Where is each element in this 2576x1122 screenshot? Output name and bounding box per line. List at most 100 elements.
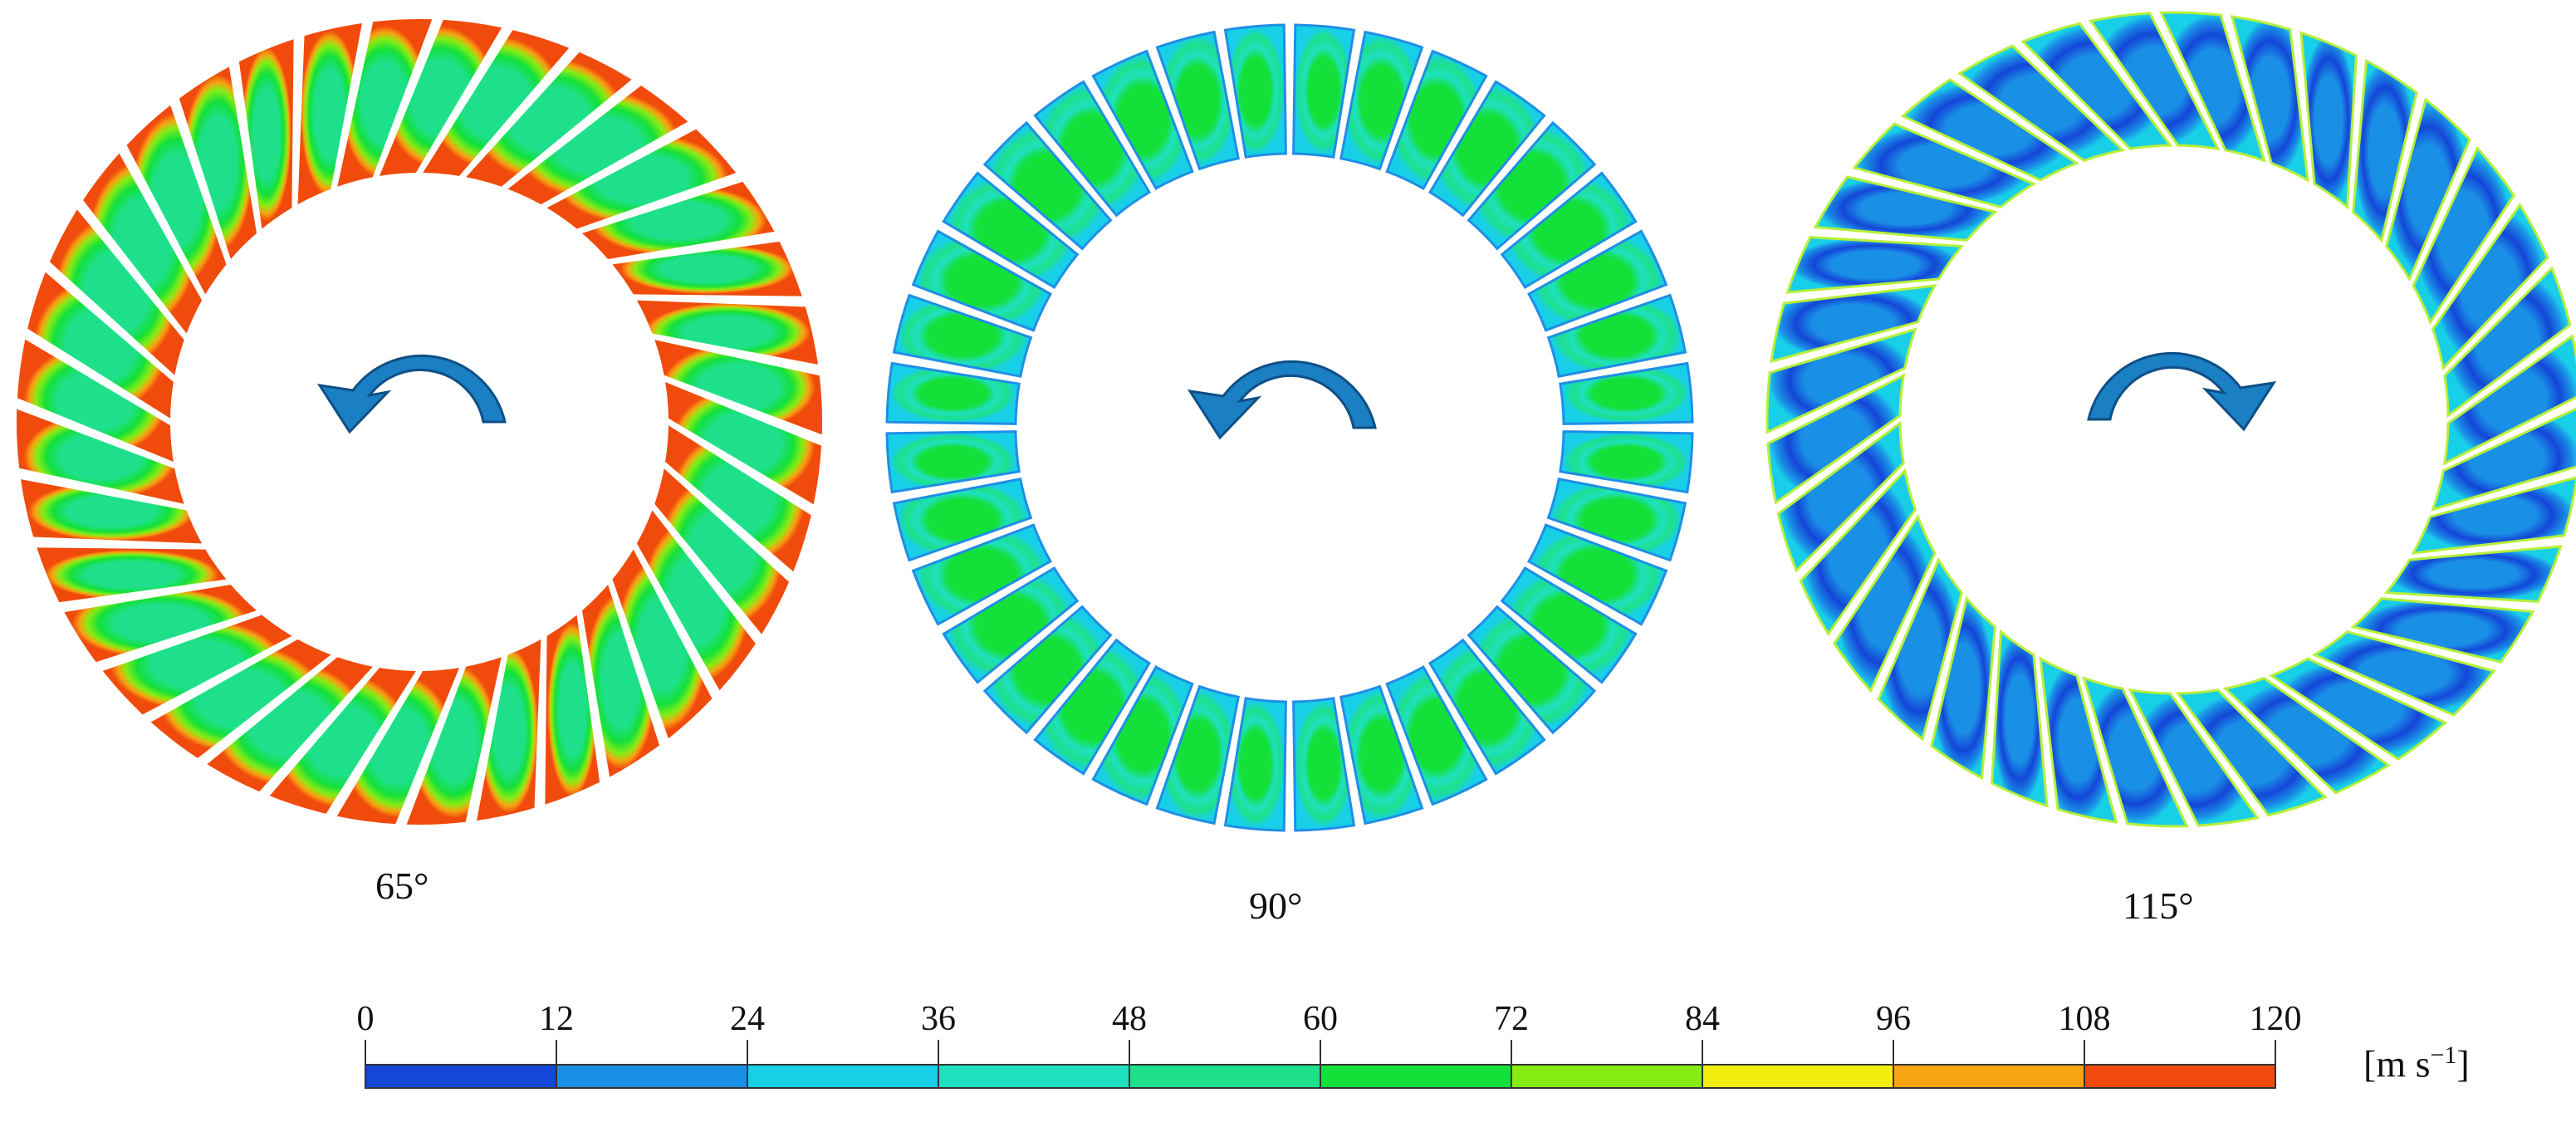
blade-passage: [380, 19, 502, 176]
blade-passage: [665, 425, 811, 572]
blade-passage: [207, 657, 373, 792]
color-bar-tick-label: 72: [1494, 1000, 1529, 1038]
blade-passage: [1799, 468, 1917, 636]
blade-passage: [1813, 175, 1998, 242]
color-bar-ticks: 0 12 24 36 48 60 72 84 96 108 120: [357, 1000, 2302, 1088]
color-bar-segment: [1511, 1065, 1703, 1088]
rotor-115: [1765, 11, 2576, 828]
blade-passage: [102, 615, 292, 715]
blade-passage: [1766, 373, 1906, 505]
blade-passage: [2411, 476, 2576, 555]
blade-passage: [2431, 203, 2549, 371]
blade-passage: [942, 566, 1080, 684]
blade-passage: [179, 66, 257, 259]
blade-passage: [1033, 80, 1152, 218]
blade-passage: [1559, 430, 1694, 494]
blade-passage: [892, 478, 1033, 562]
blade-passages: [1765, 11, 2576, 828]
blade-passage: [1957, 44, 2126, 163]
blade-passage: [1223, 23, 1287, 159]
blade-passage: [238, 39, 294, 229]
color-bar-tick-label: 108: [2059, 1000, 2111, 1038]
color-bar-tick-label: 0: [357, 1000, 375, 1038]
blade-passage: [337, 18, 433, 187]
blade-passages: [885, 23, 1694, 832]
blade-passage: [2443, 266, 2572, 419]
blade-passage: [466, 51, 632, 187]
blade-passage: [1339, 30, 1424, 171]
blade-passages: [16, 18, 823, 826]
blade-passage: [477, 639, 541, 821]
blade-passage: [1500, 171, 1638, 290]
blade-passage: [1546, 293, 1687, 378]
color-bar-tick-label: 36: [921, 1000, 956, 1038]
blade-passage: [1033, 638, 1152, 776]
blade-passage: [1223, 697, 1287, 832]
blade-passage: [982, 605, 1113, 735]
blade-passage: [2412, 145, 2515, 326]
blade-passage: [545, 615, 600, 805]
color-bar-tick-label: 96: [1876, 1000, 1911, 1038]
rotor-label-90: 90°: [1249, 884, 1303, 927]
blade-passage: [1559, 361, 1694, 425]
blade-passage: [1155, 684, 1240, 826]
blade-passage: [269, 668, 416, 814]
blade-passage: [1527, 523, 1668, 626]
color-bar-segment: [365, 1065, 557, 1088]
color-bar-segment: [1129, 1065, 1321, 1088]
blade-passage: [1852, 122, 2037, 208]
blade-passage: [2431, 407, 2576, 512]
blade-passage: [507, 86, 688, 205]
color-bar-tick-label: 84: [1685, 1000, 1720, 1038]
blade-passage: [126, 105, 227, 295]
blade-passage: [1467, 120, 1597, 251]
blade-passage: [336, 668, 459, 825]
color-bar: 0 12 24 36 48 60 72 84 96 108 120: [357, 1000, 2302, 1089]
rotation-arrow-icon: [316, 354, 507, 434]
blade-passage: [49, 209, 184, 375]
blade-passage: [636, 510, 756, 691]
color-bar-segment: [556, 1065, 748, 1088]
blade-passage: [654, 468, 790, 634]
blade-passage: [885, 361, 1021, 425]
blade-passage: [2082, 676, 2189, 828]
blade-passage: [2039, 656, 2118, 824]
blade-passage: [1428, 638, 1546, 776]
blade-passage: [2230, 15, 2309, 183]
blade-passage: [982, 120, 1113, 251]
color-bar-segment: [1893, 1065, 2085, 1088]
blade-passage: [2442, 334, 2576, 466]
blade-passage: [2311, 630, 2496, 717]
color-bar-segment: [938, 1065, 1130, 1088]
blade-passage: [1900, 78, 2080, 182]
color-bar-segments: [365, 1065, 2276, 1088]
blade-passage: [1991, 629, 2049, 808]
blade-passage: [1428, 80, 1546, 218]
blade-passage: [2299, 31, 2358, 210]
blade-passage: [1155, 30, 1240, 171]
rotation-arrow-icon: [2087, 351, 2277, 432]
blade-passage: [1339, 684, 1424, 826]
blade-passage: [423, 30, 570, 176]
blade-passage: [1292, 23, 1356, 159]
blade-passage: [2128, 688, 2260, 827]
color-bar-tick-label: 12: [539, 1000, 574, 1038]
blade-passage: [2020, 22, 2173, 150]
blade-passage: [1467, 605, 1597, 735]
blade-passage: [1500, 566, 1638, 684]
blade-passage: [150, 639, 331, 758]
blade-passage: [297, 23, 362, 205]
blade-passage: [1770, 284, 1937, 364]
rotor-90: [885, 23, 1694, 832]
blade-passage: [612, 549, 713, 739]
color-bar-segment: [747, 1065, 939, 1088]
blade-passage: [1877, 556, 1963, 742]
rotor-65: [16, 18, 823, 826]
unit-close: ]: [2456, 1042, 2470, 1085]
blade-passage: [612, 241, 802, 296]
rotor-label-65: 65°: [375, 865, 429, 907]
color-bar-tick-label: 24: [730, 1000, 765, 1038]
unit-label: [m s−1]: [2363, 1041, 2470, 1085]
